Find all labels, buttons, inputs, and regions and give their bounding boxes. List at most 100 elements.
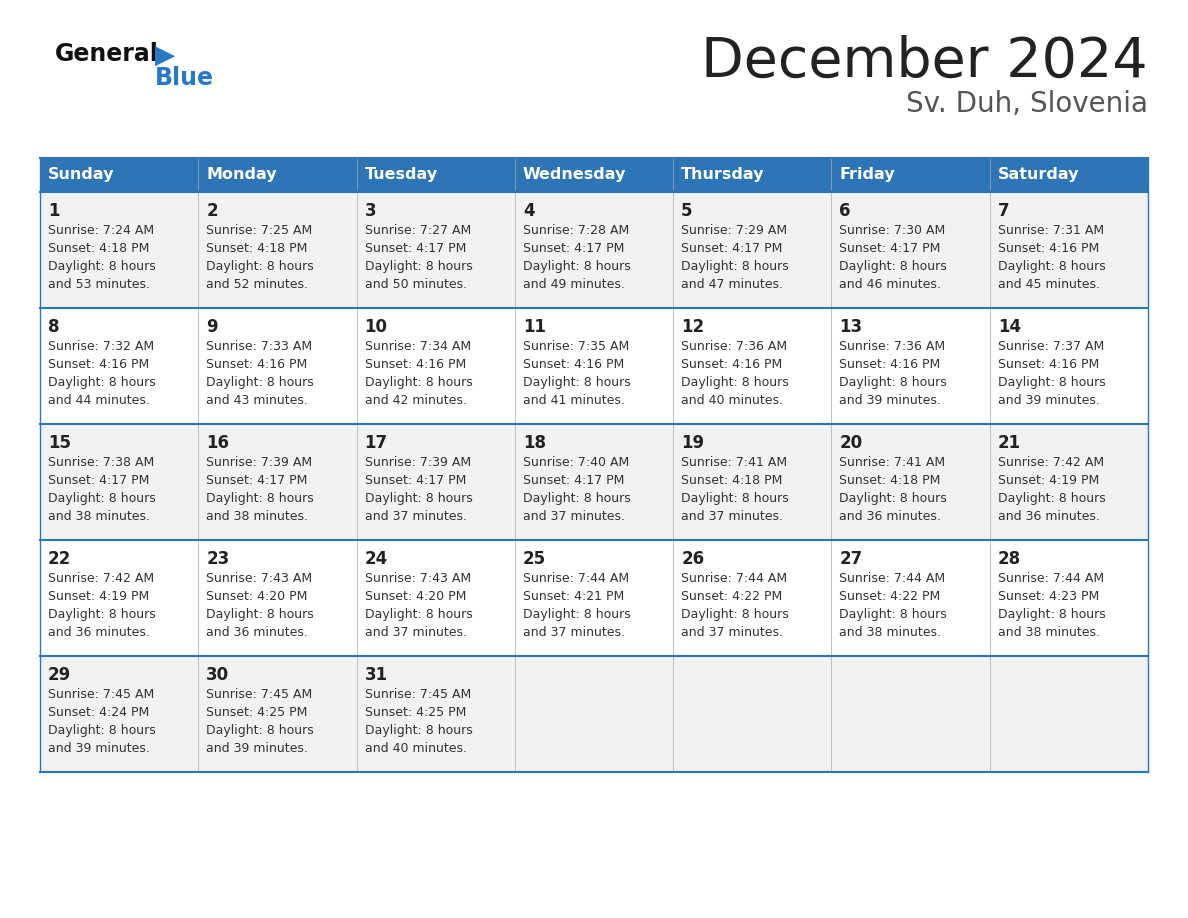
Text: Daylight: 8 hours: Daylight: 8 hours: [998, 376, 1106, 389]
Text: Sunset: 4:17 PM: Sunset: 4:17 PM: [523, 474, 624, 487]
Text: and 37 minutes.: and 37 minutes.: [365, 626, 467, 639]
Text: Daylight: 8 hours: Daylight: 8 hours: [207, 724, 314, 737]
Text: 10: 10: [365, 318, 387, 336]
Text: 28: 28: [998, 550, 1020, 568]
Text: Sunset: 4:16 PM: Sunset: 4:16 PM: [523, 358, 624, 371]
Text: Daylight: 8 hours: Daylight: 8 hours: [523, 608, 631, 621]
Text: Sunrise: 7:30 AM: Sunrise: 7:30 AM: [840, 224, 946, 237]
Text: Sunrise: 7:27 AM: Sunrise: 7:27 AM: [365, 224, 470, 237]
Text: 21: 21: [998, 434, 1020, 452]
Text: Sunset: 4:16 PM: Sunset: 4:16 PM: [207, 358, 308, 371]
Text: Sunrise: 7:41 AM: Sunrise: 7:41 AM: [840, 456, 946, 469]
Text: Daylight: 8 hours: Daylight: 8 hours: [840, 492, 947, 505]
Text: 23: 23: [207, 550, 229, 568]
Text: and 53 minutes.: and 53 minutes.: [48, 278, 150, 291]
Text: and 38 minutes.: and 38 minutes.: [998, 626, 1100, 639]
Text: ▶: ▶: [154, 43, 176, 69]
Text: 25: 25: [523, 550, 546, 568]
Text: 2: 2: [207, 202, 217, 220]
Text: and 36 minutes.: and 36 minutes.: [48, 626, 150, 639]
Text: Sunset: 4:17 PM: Sunset: 4:17 PM: [365, 242, 466, 255]
Text: Sunset: 4:16 PM: Sunset: 4:16 PM: [48, 358, 150, 371]
Text: and 38 minutes.: and 38 minutes.: [48, 510, 150, 523]
Text: Sv. Duh, Slovenia: Sv. Duh, Slovenia: [906, 90, 1148, 118]
Text: 14: 14: [998, 318, 1020, 336]
Text: Daylight: 8 hours: Daylight: 8 hours: [523, 376, 631, 389]
Text: Daylight: 8 hours: Daylight: 8 hours: [48, 376, 156, 389]
Bar: [990, 158, 1148, 192]
Text: 15: 15: [48, 434, 71, 452]
Bar: [40, 158, 198, 192]
Text: Monday: Monday: [207, 167, 277, 183]
Text: Friday: Friday: [840, 167, 895, 183]
Text: Sunrise: 7:31 AM: Sunrise: 7:31 AM: [998, 224, 1104, 237]
Bar: [40, 656, 1148, 772]
Text: Sunrise: 7:45 AM: Sunrise: 7:45 AM: [365, 688, 470, 701]
Text: Sunset: 4:17 PM: Sunset: 4:17 PM: [523, 242, 624, 255]
Text: 4: 4: [523, 202, 535, 220]
Text: and 47 minutes.: and 47 minutes.: [681, 278, 783, 291]
Text: and 39 minutes.: and 39 minutes.: [840, 394, 941, 407]
Text: Sunrise: 7:34 AM: Sunrise: 7:34 AM: [365, 340, 470, 353]
Text: 26: 26: [681, 550, 704, 568]
Text: Sunset: 4:17 PM: Sunset: 4:17 PM: [365, 474, 466, 487]
Text: Sunset: 4:19 PM: Sunset: 4:19 PM: [998, 474, 1099, 487]
Text: and 52 minutes.: and 52 minutes.: [207, 278, 308, 291]
Text: Sunrise: 7:44 AM: Sunrise: 7:44 AM: [998, 572, 1104, 585]
Text: Sunset: 4:25 PM: Sunset: 4:25 PM: [207, 706, 308, 719]
Text: Sunrise: 7:24 AM: Sunrise: 7:24 AM: [48, 224, 154, 237]
Text: Sunrise: 7:32 AM: Sunrise: 7:32 AM: [48, 340, 154, 353]
Text: Sunrise: 7:44 AM: Sunrise: 7:44 AM: [681, 572, 788, 585]
Text: Sunrise: 7:28 AM: Sunrise: 7:28 AM: [523, 224, 630, 237]
Text: Daylight: 8 hours: Daylight: 8 hours: [681, 492, 789, 505]
Text: Sunset: 4:17 PM: Sunset: 4:17 PM: [681, 242, 783, 255]
Text: Tuesday: Tuesday: [365, 167, 437, 183]
Text: Thursday: Thursday: [681, 167, 765, 183]
Text: Sunrise: 7:40 AM: Sunrise: 7:40 AM: [523, 456, 630, 469]
Text: Sunset: 4:18 PM: Sunset: 4:18 PM: [207, 242, 308, 255]
Text: 7: 7: [998, 202, 1010, 220]
Text: 27: 27: [840, 550, 862, 568]
Text: General: General: [55, 42, 159, 66]
Text: 12: 12: [681, 318, 704, 336]
Text: Sunset: 4:18 PM: Sunset: 4:18 PM: [681, 474, 783, 487]
Text: Daylight: 8 hours: Daylight: 8 hours: [48, 492, 156, 505]
Text: 22: 22: [48, 550, 71, 568]
Text: 16: 16: [207, 434, 229, 452]
Text: Sunrise: 7:29 AM: Sunrise: 7:29 AM: [681, 224, 788, 237]
Text: and 37 minutes.: and 37 minutes.: [681, 510, 783, 523]
Text: and 39 minutes.: and 39 minutes.: [207, 742, 308, 755]
Text: and 43 minutes.: and 43 minutes.: [207, 394, 308, 407]
Bar: [674, 158, 832, 192]
Text: Sunrise: 7:45 AM: Sunrise: 7:45 AM: [207, 688, 312, 701]
Text: Sunrise: 7:36 AM: Sunrise: 7:36 AM: [840, 340, 946, 353]
Text: Sunset: 4:18 PM: Sunset: 4:18 PM: [840, 474, 941, 487]
Text: Sunset: 4:22 PM: Sunset: 4:22 PM: [840, 590, 941, 603]
Text: 20: 20: [840, 434, 862, 452]
Text: Sunrise: 7:36 AM: Sunrise: 7:36 AM: [681, 340, 788, 353]
Text: 17: 17: [365, 434, 387, 452]
Text: 9: 9: [207, 318, 217, 336]
Text: and 40 minutes.: and 40 minutes.: [681, 394, 783, 407]
Text: Sunrise: 7:42 AM: Sunrise: 7:42 AM: [48, 572, 154, 585]
Text: Daylight: 8 hours: Daylight: 8 hours: [681, 260, 789, 273]
Text: Daylight: 8 hours: Daylight: 8 hours: [207, 608, 314, 621]
Text: Sunset: 4:25 PM: Sunset: 4:25 PM: [365, 706, 466, 719]
Text: 24: 24: [365, 550, 387, 568]
Text: Daylight: 8 hours: Daylight: 8 hours: [207, 492, 314, 505]
Text: Sunset: 4:20 PM: Sunset: 4:20 PM: [365, 590, 466, 603]
Text: Sunset: 4:23 PM: Sunset: 4:23 PM: [998, 590, 1099, 603]
Text: Sunrise: 7:37 AM: Sunrise: 7:37 AM: [998, 340, 1104, 353]
Text: and 37 minutes.: and 37 minutes.: [681, 626, 783, 639]
Text: Daylight: 8 hours: Daylight: 8 hours: [48, 260, 156, 273]
Text: Sunday: Sunday: [48, 167, 114, 183]
Text: Sunrise: 7:44 AM: Sunrise: 7:44 AM: [523, 572, 628, 585]
Text: Sunset: 4:16 PM: Sunset: 4:16 PM: [840, 358, 941, 371]
Text: Sunset: 4:19 PM: Sunset: 4:19 PM: [48, 590, 150, 603]
Bar: [40, 308, 1148, 424]
Text: 30: 30: [207, 666, 229, 684]
Text: 19: 19: [681, 434, 704, 452]
Text: and 41 minutes.: and 41 minutes.: [523, 394, 625, 407]
Text: 8: 8: [48, 318, 59, 336]
Text: Sunrise: 7:43 AM: Sunrise: 7:43 AM: [207, 572, 312, 585]
